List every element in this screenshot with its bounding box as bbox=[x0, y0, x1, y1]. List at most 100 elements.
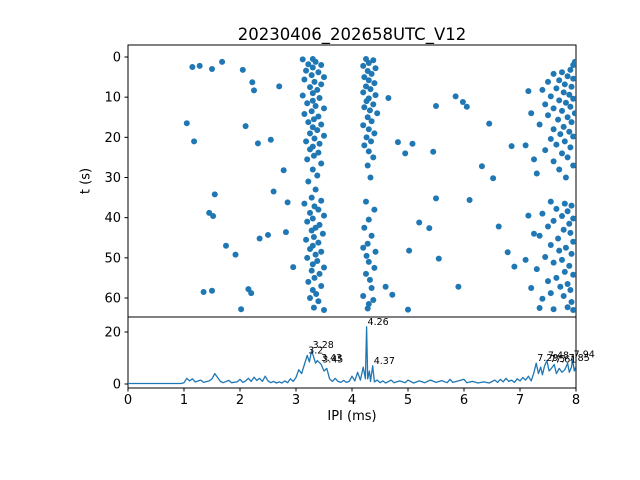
scatter-point bbox=[183, 120, 190, 127]
x-tick-label: 0 bbox=[124, 393, 132, 408]
scatter-point bbox=[315, 206, 322, 213]
scatter-point bbox=[304, 254, 311, 261]
scatter-point bbox=[189, 64, 196, 71]
scatter-point bbox=[367, 174, 374, 181]
scatter-point bbox=[363, 198, 369, 205]
scatter-point bbox=[555, 235, 562, 242]
scatter-point bbox=[567, 66, 574, 73]
y-tick-label: 30 bbox=[104, 171, 121, 186]
scatter-point bbox=[566, 91, 573, 98]
scatter-point bbox=[321, 105, 327, 112]
scatter-point bbox=[545, 223, 551, 230]
scatter-point bbox=[308, 194, 315, 201]
scatter-point bbox=[547, 93, 554, 100]
scatter-point bbox=[561, 200, 568, 207]
scatter-point bbox=[372, 65, 379, 72]
scatter-point bbox=[365, 258, 372, 265]
scatter-point bbox=[553, 274, 560, 281]
scatter-point bbox=[307, 245, 313, 252]
scatter-point bbox=[267, 136, 274, 143]
scatter-point bbox=[564, 73, 571, 80]
scatter-point bbox=[219, 58, 226, 65]
scatter-point bbox=[307, 130, 313, 137]
scatter-point bbox=[318, 121, 325, 128]
scatter-point bbox=[570, 162, 576, 169]
y-tick-label: 40 bbox=[104, 211, 121, 226]
scatter-point bbox=[361, 142, 368, 149]
scatter-point bbox=[536, 305, 543, 312]
scatter-point bbox=[200, 288, 207, 295]
scatter-point bbox=[314, 127, 321, 134]
scatter-point bbox=[312, 58, 319, 65]
scatter-point bbox=[559, 150, 565, 157]
scatter-point bbox=[315, 69, 322, 76]
scatter-point bbox=[370, 57, 377, 64]
scatter-point bbox=[562, 99, 569, 106]
scatter-point bbox=[238, 306, 245, 313]
scatter-point bbox=[309, 215, 316, 222]
scatter-point bbox=[555, 116, 562, 123]
y-tick-label: 20 bbox=[104, 131, 121, 146]
scatter-point bbox=[536, 232, 543, 239]
scatter-point bbox=[249, 79, 256, 86]
scatter-point bbox=[542, 101, 549, 108]
scatter-point bbox=[550, 126, 557, 133]
scatter-point bbox=[239, 66, 246, 73]
scatter-point bbox=[547, 290, 554, 297]
x-tick-label: 1 bbox=[180, 393, 188, 408]
scatter-point bbox=[308, 227, 315, 234]
scatter-point bbox=[316, 140, 323, 147]
scatter-point bbox=[209, 66, 215, 73]
scatter-point bbox=[547, 241, 554, 248]
scatter-point bbox=[559, 213, 565, 220]
scatter-point bbox=[315, 149, 322, 156]
scatter-point bbox=[566, 262, 573, 269]
scatter-point bbox=[508, 143, 515, 150]
scatter-point bbox=[570, 75, 576, 82]
scatter-point bbox=[567, 229, 574, 236]
scatter-point bbox=[570, 95, 576, 102]
scatter-point bbox=[522, 142, 529, 149]
scatter-point bbox=[547, 198, 554, 205]
scatter-point bbox=[550, 306, 557, 313]
scatter-point bbox=[366, 276, 373, 283]
scatter-point bbox=[371, 206, 378, 213]
scatter-point bbox=[307, 84, 313, 91]
scatter-point bbox=[566, 220, 573, 227]
peak-label: 7.29 bbox=[537, 353, 558, 364]
scatter-point bbox=[370, 101, 377, 108]
scatter-point bbox=[562, 174, 569, 181]
scatter-point bbox=[394, 139, 401, 146]
scatter-point bbox=[559, 69, 565, 76]
scatter-point bbox=[564, 154, 571, 161]
scatter-point bbox=[290, 264, 297, 271]
scatter-point bbox=[556, 77, 563, 84]
scatter-point bbox=[533, 266, 540, 273]
scatter-point bbox=[318, 160, 325, 167]
scatter-point bbox=[568, 299, 575, 306]
scatter-point bbox=[570, 62, 576, 69]
scatter-point bbox=[560, 292, 567, 299]
scatter-point bbox=[312, 251, 319, 258]
peak-label: 3.45 bbox=[322, 355, 343, 366]
scatter-point bbox=[310, 152, 317, 159]
scatter-point bbox=[315, 113, 322, 120]
scatter-point bbox=[308, 267, 315, 274]
scatter-point bbox=[301, 76, 308, 83]
scatter-point bbox=[570, 133, 576, 140]
scatter-point bbox=[435, 255, 442, 262]
scatter-point bbox=[301, 200, 308, 207]
scatter-point bbox=[301, 111, 308, 118]
scatter-points bbox=[183, 56, 576, 314]
scatter-point bbox=[314, 258, 321, 265]
scatter-point bbox=[495, 223, 502, 230]
scatter-point bbox=[251, 87, 257, 94]
scatter-point bbox=[299, 92, 306, 99]
scatter-point bbox=[528, 284, 535, 291]
scatter-point bbox=[550, 259, 557, 266]
scatter-point bbox=[314, 86, 321, 93]
scatter-point bbox=[368, 284, 375, 291]
scatter-point bbox=[466, 196, 473, 203]
scatter-point bbox=[363, 134, 370, 141]
scatter-point bbox=[568, 202, 575, 209]
